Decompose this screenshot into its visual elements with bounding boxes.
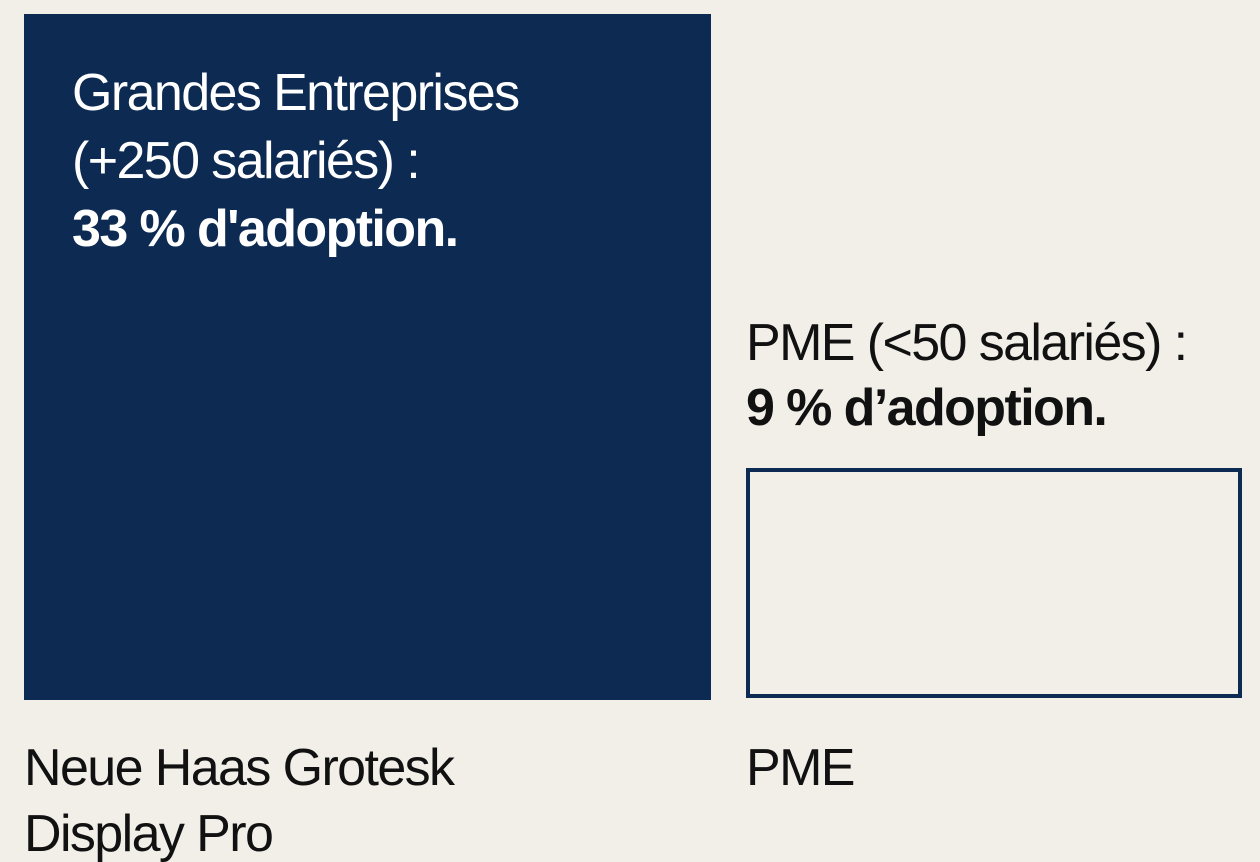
panel-caption: Display Pro bbox=[24, 805, 272, 862]
panel-title: PME (<50 salariés) : bbox=[746, 314, 1187, 372]
panel-highlight: 33 % d'adoption. bbox=[72, 200, 457, 258]
panel-title: Grandes Entreprises bbox=[72, 64, 519, 122]
large-block bbox=[24, 14, 711, 700]
panel-caption: PME bbox=[746, 739, 854, 797]
panel-caption: Neue Haas Grotesk bbox=[24, 739, 456, 797]
small-block bbox=[746, 468, 1242, 698]
panel-highlight: 9 % d’adoption. bbox=[746, 379, 1106, 437]
panel-title: (+250 salariés) : bbox=[72, 132, 419, 190]
